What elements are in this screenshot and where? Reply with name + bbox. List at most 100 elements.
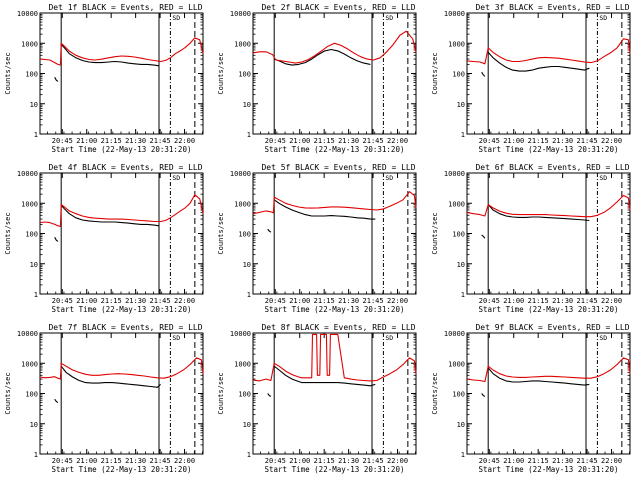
- panel-title: Det 9f BLACK = Events, RED = LLD: [475, 323, 629, 332]
- y-tick-label: 10: [243, 101, 251, 109]
- x-tick-label: 21:00: [289, 457, 310, 465]
- y-axis-label: Counts/sec: [431, 212, 439, 254]
- x-tick-label: 20:45: [52, 297, 73, 305]
- x-tick-label: 21:30: [125, 297, 146, 305]
- x-axis-label: Start Time (22-May-13 20:31:20): [479, 465, 619, 474]
- sd-marker-label: SD: [172, 14, 180, 22]
- x-axis-label: Start Time (22-May-13 20:31:20): [265, 305, 405, 314]
- y-tick-label: 1: [247, 451, 251, 459]
- series-lld-line: [39, 37, 204, 66]
- y-tick-label: 10000: [444, 10, 465, 18]
- series-lld-line: [39, 357, 204, 380]
- x-axis-label: Start Time (22-May-13 20:31:20): [52, 305, 192, 314]
- x-tick-label: 21:15: [101, 297, 122, 305]
- x-tick-label: 22:00: [174, 297, 195, 305]
- x-tick-label: 21:00: [503, 457, 524, 465]
- y-tick-label: 100: [238, 391, 251, 399]
- x-tick-label: 22:00: [387, 457, 408, 465]
- y-tick-label: 10: [457, 421, 465, 429]
- y-tick-label: 10: [30, 261, 38, 269]
- x-tick-label: 22:00: [601, 137, 622, 145]
- x-axis-label: Start Time (22-May-13 20:31:20): [52, 465, 192, 474]
- y-tick-label: 100: [452, 231, 465, 239]
- y-tick-label: 1000: [448, 200, 465, 208]
- series-events-line: [60, 205, 160, 227]
- y-tick-label: 1000: [234, 200, 251, 208]
- series-events-line: [60, 44, 160, 67]
- x-tick-label: 20:45: [479, 137, 500, 145]
- x-tick-label: 21:30: [338, 457, 359, 465]
- y-tick-label: 100: [25, 71, 38, 79]
- series-events-line: [60, 365, 161, 388]
- panel-title: Det 4f BLACK = Events, RED = LLD: [48, 163, 202, 172]
- plot-frame: [39, 332, 204, 455]
- y-tick-label: 100: [238, 71, 251, 79]
- panel-det-7: Det 7f BLACK = Events, RED = LLD 1 10 100 10…: [4, 323, 204, 474]
- plot-frame: [252, 12, 417, 135]
- series-lld-line: [252, 333, 417, 382]
- y-tick-label: 10000: [230, 330, 251, 338]
- y-tick-label: 1000: [234, 40, 251, 48]
- x-tick-label: 21:15: [528, 137, 549, 145]
- y-axis-label: Counts/sec: [431, 372, 439, 414]
- panel-det-9: Det 9f BLACK = Events, RED = LLD 1 10 100 10…: [431, 323, 631, 474]
- y-tick-label: 10: [457, 261, 465, 269]
- x-axis-label: Start Time (22-May-13 20:31:20): [479, 305, 619, 314]
- x-tick-label: 21:00: [289, 297, 310, 305]
- x-tick-label: 21:45: [150, 137, 171, 145]
- x-tick-label: 21:00: [289, 137, 310, 145]
- y-axis-label: Counts/sec: [4, 212, 12, 254]
- x-tick-label: 21:30: [125, 457, 146, 465]
- y-tick-label: 1: [34, 291, 38, 299]
- x-tick-label: 21:15: [314, 297, 335, 305]
- x-tick-label: 21:30: [125, 137, 146, 145]
- x-tick-label: 21:45: [363, 457, 384, 465]
- x-tick-label: 21:00: [76, 137, 97, 145]
- x-tick-label: 22:00: [174, 137, 195, 145]
- plot-frame: [39, 172, 204, 295]
- x-tick-label: 20:45: [265, 297, 286, 305]
- x-tick-label: 22:00: [387, 297, 408, 305]
- panel-det-1: Det 1f BLACK = Events, RED = LLD 1 10 100 10…: [4, 3, 204, 154]
- series-events-line: [481, 71, 486, 77]
- sd-marker-label: SD: [599, 334, 607, 342]
- x-tick-label: 21:00: [503, 137, 524, 145]
- x-axis-label: Start Time (22-May-13 20:31:20): [479, 145, 619, 154]
- y-axis-label: Counts/sec: [217, 212, 225, 254]
- panel-det-2: Det 2f BLACK = Events, RED = LLD 1 10 100 10…: [217, 3, 417, 154]
- x-tick-label: 21:30: [552, 297, 573, 305]
- x-tick-label: 21:45: [363, 137, 384, 145]
- x-tick-label: 21:00: [76, 297, 97, 305]
- x-tick-label: 20:45: [479, 457, 500, 465]
- panel-det-6: Det 6f BLACK = Events, RED = LLD 1 10 100 10…: [431, 163, 631, 314]
- x-tick-label: 21:30: [552, 457, 573, 465]
- y-tick-label: 10000: [17, 10, 38, 18]
- plot-frame: [466, 12, 631, 135]
- sd-marker-label: SD: [385, 334, 393, 342]
- y-tick-label: 1000: [234, 360, 251, 368]
- y-tick-label: 1: [34, 451, 38, 459]
- sd-marker-label: SD: [385, 174, 393, 182]
- y-tick-label: 10: [457, 101, 465, 109]
- sd-marker-label: SD: [172, 334, 180, 342]
- x-tick-label: 21:45: [577, 297, 598, 305]
- series-events-line: [487, 52, 590, 72]
- series-lld-line: [252, 30, 417, 64]
- series-events-line: [54, 77, 59, 82]
- y-tick-label: 1000: [448, 360, 465, 368]
- y-tick-label: 10: [243, 261, 251, 269]
- y-axis-label: Counts/sec: [217, 372, 225, 414]
- series-events-line: [481, 393, 486, 397]
- y-tick-label: 1: [461, 451, 465, 459]
- sd-marker-label: SD: [599, 14, 607, 22]
- y-tick-label: 10: [243, 421, 251, 429]
- x-tick-label: 21:45: [577, 137, 598, 145]
- panel-title: Det 1f BLACK = Events, RED = LLD: [48, 3, 202, 12]
- y-tick-label: 1: [461, 291, 465, 299]
- y-tick-label: 10: [30, 101, 38, 109]
- y-tick-label: 10000: [444, 330, 465, 338]
- y-tick-label: 10000: [230, 10, 251, 18]
- panel-title: Det 2f BLACK = Events, RED = LLD: [261, 3, 415, 12]
- panel-title: Det 8f BLACK = Events, RED = LLD: [261, 323, 415, 332]
- panel-det-8: Det 8f BLACK = Events, RED = LLD 1 10 100 10…: [217, 323, 417, 474]
